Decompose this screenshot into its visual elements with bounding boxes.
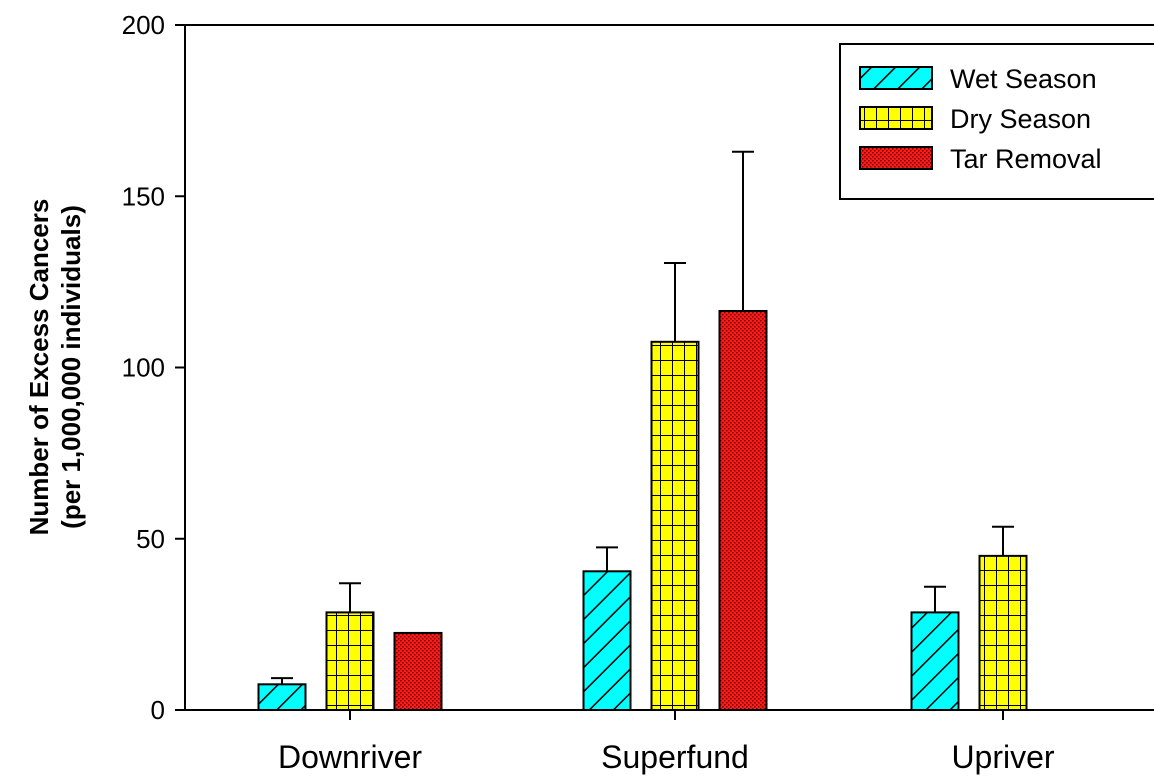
legend-label: Dry Season: [950, 104, 1091, 134]
y-tick-label: 100: [122, 353, 165, 383]
error-bars-layer: [271, 150, 1014, 685]
legend-label: Wet Season: [950, 64, 1097, 94]
y-tick-label: 50: [136, 524, 165, 554]
x-category-label: Upriver: [951, 739, 1054, 775]
axes-layer: 0 50 100 150 200 Downriver Superfund Upriver: [122, 10, 1154, 775]
bar-wet-season: [910, 611, 960, 712]
y-tick-label: 0: [151, 695, 165, 725]
x-category-label: Downriver: [278, 739, 422, 775]
bar-dry-season: [650, 340, 700, 711]
bar-dry-season: [325, 611, 375, 712]
legend-swatch: [859, 146, 933, 170]
legend: Wet Season Dry Season Tar Removal: [839, 43, 1154, 200]
y-axis-title-line1: Number of Excess Cancers: [24, 199, 54, 536]
legend-label: Tar Removal: [950, 144, 1102, 174]
bar-wet-season: [582, 570, 632, 711]
bar-tar-removal: [393, 631, 443, 711]
y-axis-title: Number of Excess Cancers (per 1,000,000 …: [24, 199, 86, 536]
legend-swatch: [859, 66, 933, 90]
legend-swatch: [859, 106, 933, 130]
y-tick-label: 200: [122, 10, 165, 40]
bar-tar-removal: [718, 309, 768, 711]
x-category-label: Superfund: [601, 739, 749, 775]
bars-layer: [257, 309, 1028, 712]
y-tick-label: 150: [122, 181, 165, 211]
bar-wet-season: [257, 683, 307, 711]
y-axis-title-line2: (per 1,000,000 individuals): [56, 205, 86, 529]
bar-dry-season: [978, 554, 1028, 711]
